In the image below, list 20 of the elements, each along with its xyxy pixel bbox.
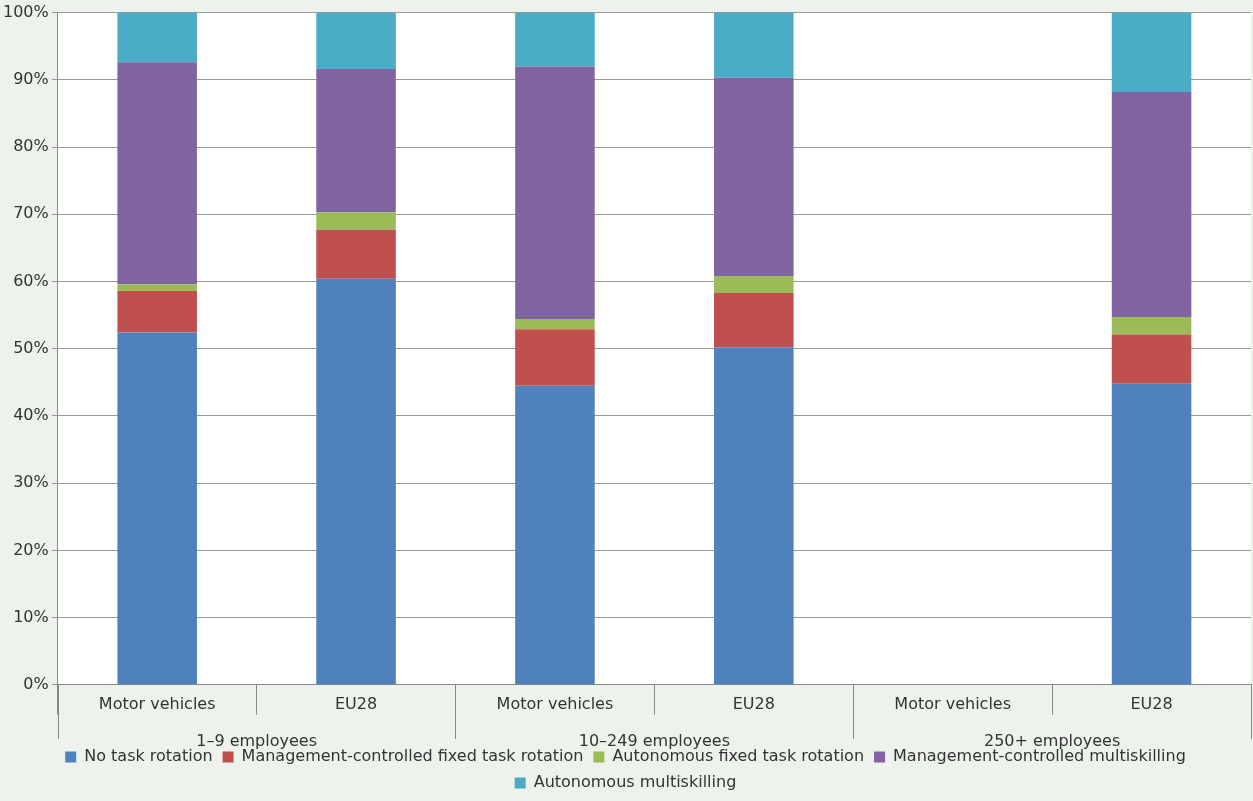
x-tick-label: EU28	[732, 693, 775, 713]
y-tick-label: 30%	[13, 472, 49, 492]
y-tick-label: 0%	[23, 673, 49, 693]
x-tick-label: EU28	[1130, 693, 1173, 713]
y-tick-label: 40%	[13, 405, 49, 425]
y-tick-label: 80%	[13, 136, 49, 156]
text: 250+ employees	[983, 730, 1121, 750]
y-tick-label: 50%	[13, 337, 49, 357]
text: 10–249 employees	[578, 730, 731, 750]
legend-label: Autonomous multiskilling	[533, 772, 737, 792]
x-tick-label: Motor vehicles	[894, 693, 1012, 713]
y-tick-label: 70%	[13, 203, 49, 223]
y-tick-label: 20%	[13, 539, 49, 559]
y-tick-label: 100%	[2, 1, 49, 21]
x-tick-label: EU28	[334, 693, 378, 713]
y-tick-label: 90%	[13, 68, 49, 88]
x-tick-label: Motor vehicles	[496, 693, 614, 713]
y-tick-label: 60%	[13, 270, 49, 290]
y-tick-label: 10%	[13, 606, 49, 626]
x-tick-label: Motor vehicles	[98, 693, 216, 713]
